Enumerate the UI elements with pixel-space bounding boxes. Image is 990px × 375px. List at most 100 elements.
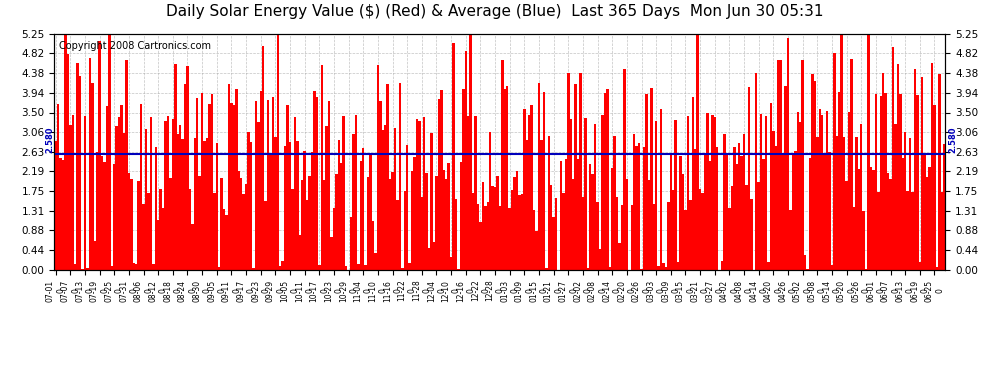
- Bar: [792, 153, 794, 270]
- Bar: [357, 264, 359, 270]
- Bar: [340, 163, 343, 270]
- Bar: [279, 266, 281, 270]
- Bar: [399, 83, 401, 270]
- Bar: [774, 146, 777, 270]
- Bar: [240, 178, 243, 270]
- Bar: [71, 115, 74, 270]
- Bar: [459, 162, 462, 270]
- Bar: [323, 180, 326, 270]
- Bar: [216, 143, 218, 270]
- Bar: [171, 119, 174, 270]
- Text: 2.580: 2.580: [947, 126, 957, 153]
- Bar: [574, 84, 577, 270]
- Bar: [638, 142, 641, 270]
- Bar: [784, 86, 787, 270]
- Bar: [81, 269, 84, 270]
- Bar: [789, 210, 792, 270]
- Bar: [257, 122, 259, 270]
- Bar: [96, 152, 98, 270]
- Bar: [299, 235, 301, 270]
- Text: Copyright 2008 Cartronics.com: Copyright 2008 Cartronics.com: [59, 41, 211, 51]
- Bar: [647, 180, 650, 270]
- Bar: [797, 112, 799, 270]
- Bar: [533, 210, 536, 270]
- Bar: [499, 206, 501, 270]
- Bar: [819, 109, 821, 270]
- Bar: [645, 94, 647, 270]
- Bar: [379, 100, 381, 270]
- Bar: [567, 72, 569, 270]
- Text: Daily Solar Energy Value ($) (Red) & Average (Blue)  Last 365 Days  Mon Jun 30 0: Daily Solar Energy Value ($) (Red) & Ave…: [166, 4, 824, 19]
- Bar: [657, 267, 660, 270]
- Bar: [157, 220, 159, 270]
- Bar: [614, 136, 616, 270]
- Bar: [91, 83, 93, 270]
- Bar: [148, 194, 149, 270]
- Bar: [804, 255, 806, 270]
- Bar: [543, 92, 545, 270]
- Bar: [587, 268, 589, 270]
- Bar: [765, 116, 767, 270]
- Bar: [176, 134, 179, 270]
- Bar: [514, 177, 516, 270]
- Bar: [447, 163, 449, 270]
- Bar: [331, 237, 333, 270]
- Bar: [326, 126, 328, 270]
- Bar: [364, 265, 367, 270]
- Bar: [594, 124, 596, 270]
- Bar: [406, 146, 409, 270]
- Bar: [518, 195, 521, 270]
- Bar: [724, 134, 726, 270]
- Bar: [89, 57, 91, 270]
- Bar: [929, 167, 931, 270]
- Bar: [616, 197, 619, 270]
- Bar: [619, 243, 621, 270]
- Bar: [336, 174, 338, 270]
- Bar: [418, 121, 421, 270]
- Bar: [701, 194, 704, 270]
- Bar: [731, 186, 733, 270]
- Bar: [501, 60, 504, 270]
- Bar: [916, 94, 919, 270]
- Bar: [762, 159, 765, 270]
- Bar: [641, 269, 643, 270]
- Bar: [486, 202, 489, 270]
- Bar: [449, 257, 452, 270]
- Bar: [169, 178, 171, 270]
- Bar: [547, 136, 550, 270]
- Bar: [306, 201, 308, 270]
- Bar: [562, 194, 564, 270]
- Bar: [126, 60, 128, 270]
- Bar: [454, 199, 457, 270]
- Bar: [149, 117, 152, 270]
- Bar: [684, 210, 687, 270]
- Bar: [669, 154, 672, 270]
- Bar: [354, 115, 357, 270]
- Bar: [138, 182, 140, 270]
- Bar: [650, 88, 652, 270]
- Bar: [362, 148, 364, 270]
- Bar: [509, 209, 511, 270]
- Bar: [636, 146, 638, 270]
- Bar: [179, 124, 181, 270]
- Bar: [584, 118, 587, 270]
- Bar: [904, 132, 907, 270]
- Bar: [482, 182, 484, 270]
- Bar: [213, 194, 216, 270]
- Bar: [664, 267, 667, 270]
- Bar: [254, 100, 257, 270]
- Bar: [369, 155, 372, 270]
- Bar: [682, 174, 684, 270]
- Bar: [591, 174, 594, 270]
- Bar: [404, 191, 406, 270]
- Bar: [894, 124, 897, 270]
- Bar: [479, 222, 482, 270]
- Bar: [839, 92, 841, 270]
- Bar: [338, 140, 340, 270]
- Bar: [328, 101, 331, 270]
- Bar: [438, 99, 441, 270]
- Bar: [799, 122, 802, 270]
- Bar: [687, 116, 689, 270]
- Bar: [652, 204, 655, 270]
- Bar: [423, 117, 426, 270]
